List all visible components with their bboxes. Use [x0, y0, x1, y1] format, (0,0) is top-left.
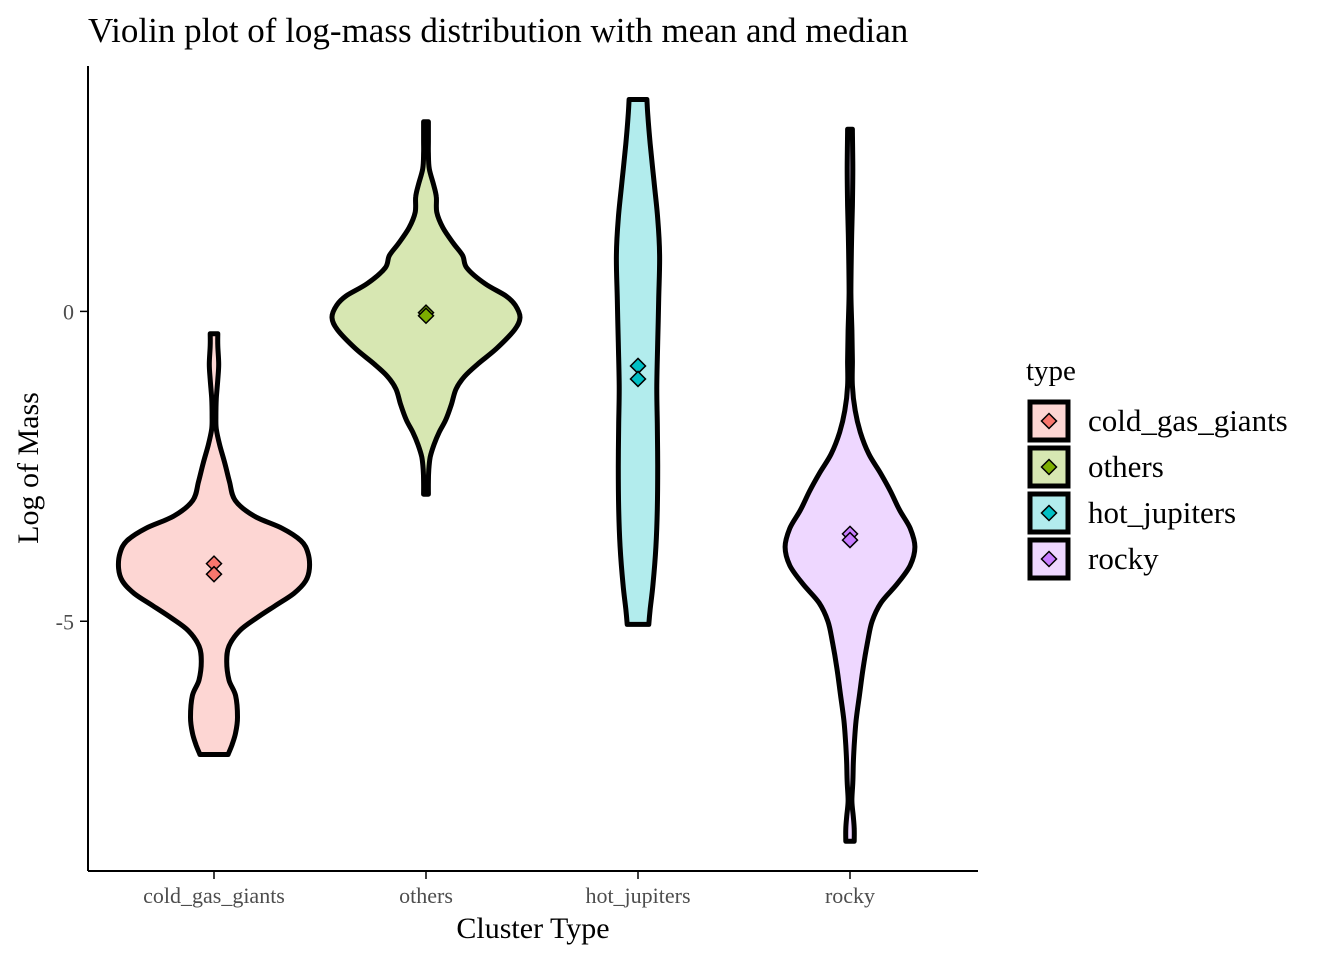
- chart-title: Violin plot of log-mass distribution wit…: [88, 11, 908, 50]
- x-tick-label: cold_gas_giants: [143, 883, 285, 908]
- y-tick-label: -5: [56, 609, 74, 634]
- legend-marker: [1040, 412, 1058, 430]
- violins-layer: [115, 97, 918, 844]
- y-axis-label: Log of Mass: [12, 392, 45, 544]
- median-point-rocky: [841, 531, 859, 549]
- legend-label: cold_gas_giants: [1088, 403, 1288, 438]
- y-tick-label: 0: [63, 299, 74, 324]
- legend-item-rocky: rocky: [1027, 537, 1159, 581]
- median-point-cold-gas-giants: [205, 565, 223, 583]
- legend-item-others: others: [1027, 445, 1164, 489]
- y-ticks: 0 -5: [56, 299, 88, 634]
- legend-label: rocky: [1088, 541, 1159, 576]
- x-axis-label: Cluster Type: [456, 912, 609, 945]
- legend-marker: [1040, 458, 1058, 476]
- legend-label: others: [1088, 449, 1164, 484]
- legend-item-cold-gas-giants: cold_gas_giants: [1027, 399, 1288, 443]
- violin-rocky: [782, 126, 918, 844]
- x-tick-label: rocky: [825, 883, 875, 908]
- plot-area: 0 -5 cold_gas_giants others hot_jupiters roc…: [56, 66, 978, 908]
- legend-marker: [1040, 550, 1058, 568]
- x-ticks: cold_gas_giants others hot_jupiters rocky: [143, 871, 875, 908]
- legend-marker: [1040, 504, 1058, 522]
- violin-cold-gas-giants: [115, 331, 313, 757]
- x-tick-label: hot_jupiters: [585, 883, 690, 908]
- legend-title: type: [1026, 355, 1076, 387]
- legend-label: hot_jupiters: [1088, 495, 1236, 530]
- median-point-others: [417, 307, 435, 325]
- summary-points-layer: [205, 304, 859, 583]
- x-tick-label: others: [399, 883, 453, 908]
- median-point-hot-jupiters: [629, 370, 647, 388]
- legend-item-hot-jupiters: hot_jupiters: [1027, 491, 1236, 535]
